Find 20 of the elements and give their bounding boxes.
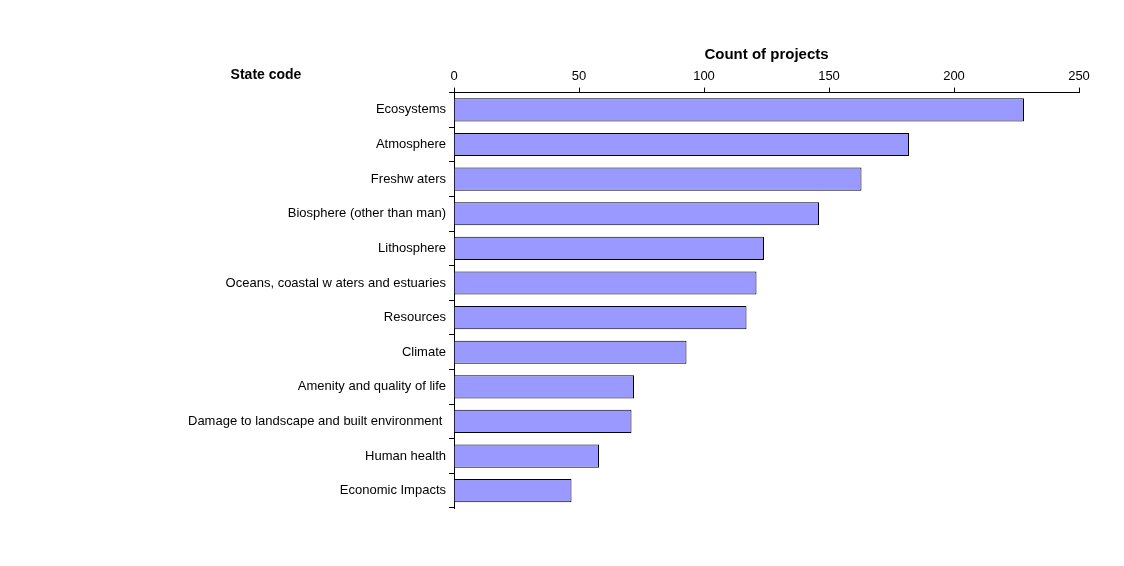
y-tick-label: Ecosystems	[375, 101, 447, 117]
x-tick-label: 50	[571, 68, 587, 84]
y-tick-label: Freshw aters	[370, 170, 447, 186]
x-tick-label: 200	[943, 68, 965, 84]
y-tick-label: Biosphere (other than man)	[287, 205, 446, 221]
y-tick-label: Damage to landscape and built environment	[188, 413, 446, 429]
x-tick-label: 150	[818, 68, 840, 84]
y-axis-title: State code	[230, 65, 302, 82]
y-tick-label: Climate	[401, 343, 446, 359]
y-tick-label: Atmosphere	[375, 136, 446, 152]
y-tick-label: Lithosphere	[378, 239, 446, 255]
x-tick-label: 250	[1068, 68, 1090, 84]
x-axis-title: Count of projects	[704, 45, 829, 63]
x-tick-label: 100	[693, 68, 715, 84]
y-tick-label: Human health	[365, 447, 446, 463]
y-tick-label: Resources	[383, 309, 447, 325]
y-tick-label: Economic Impacts	[339, 482, 447, 498]
y-tick-label: Oceans, coastal w aters and estuaries	[225, 274, 447, 290]
x-tick-label: 0	[450, 68, 458, 84]
y-tick-label: Amenity and quality of life	[297, 378, 446, 394]
